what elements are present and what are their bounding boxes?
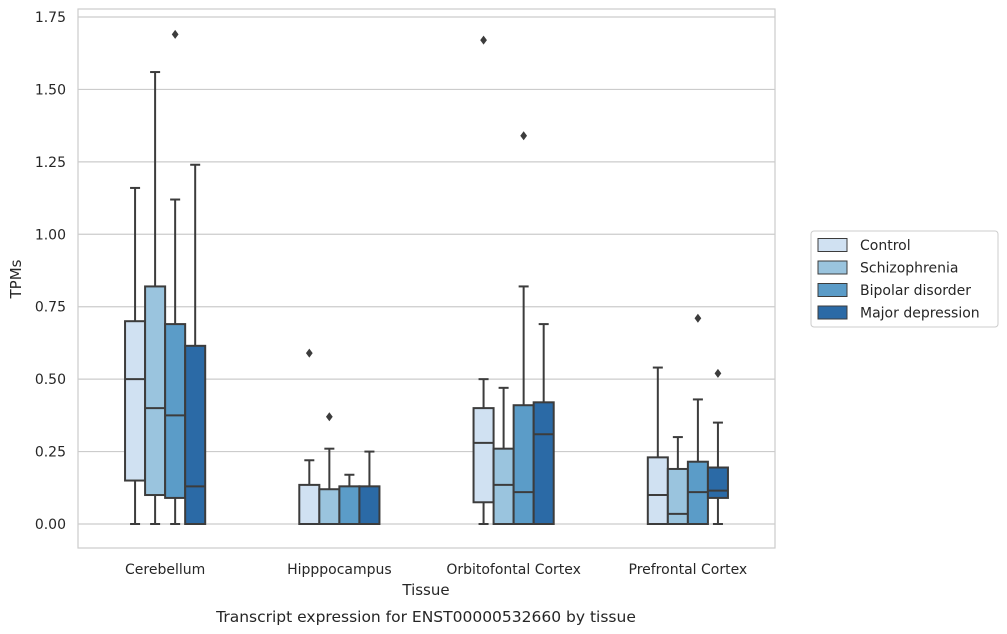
y-tick-label: 1.50: [35, 82, 66, 98]
outlier-point: [480, 35, 487, 45]
box-group: [124, 186, 147, 525]
box: [472, 407, 495, 504]
box: [124, 320, 147, 482]
legend-label: Bipolar disorder: [860, 283, 971, 299]
legend-label: Control: [860, 238, 911, 254]
box-group: [686, 313, 709, 525]
y-tick-label: 1.00: [35, 227, 66, 243]
y-tick-labels: 0.00 0.25 0.50 0.75 1.00 1.25 1.50 1.75: [35, 10, 66, 533]
chart-caption: Transcript expression for ENST0000053266…: [215, 608, 636, 626]
legend-items: Control Schizophrenia Bipolar disorder Majo…: [817, 238, 980, 322]
box: [338, 485, 361, 525]
box-group: [144, 71, 167, 525]
x-tick-label: Cerebellum: [125, 562, 205, 578]
y-tick-label: 0.75: [35, 300, 66, 316]
box-group: [338, 473, 361, 525]
outlier-point: [714, 368, 722, 378]
box-group: [298, 348, 321, 526]
outlier-point: [520, 131, 528, 141]
box-group: [532, 323, 555, 526]
outlier-point: [694, 313, 702, 323]
box: [492, 447, 515, 525]
boxes: [124, 29, 729, 526]
box-group: [164, 29, 187, 525]
legend-swatch: [817, 283, 848, 297]
outlier-point: [305, 348, 313, 358]
legend-label: Schizophrenia: [860, 261, 958, 277]
legend: Control Schizophrenia Bipolar disorder Majo…: [810, 230, 999, 328]
x-axis-title: Tissue: [401, 581, 449, 599]
box: [666, 467, 689, 525]
y-tick-label: 0.00: [35, 517, 66, 533]
y-tick-label: 1.75: [35, 10, 66, 26]
y-tick-label: 1.25: [35, 155, 66, 171]
y-axis-title: TPMs: [7, 259, 25, 299]
box: [532, 401, 555, 526]
y-tick-label: 0.25: [35, 445, 66, 461]
y-tick-label: 0.50: [35, 372, 66, 388]
outlier-point: [171, 29, 179, 39]
x-tick-label: Prefrontal Cortex: [629, 562, 748, 578]
x-tick-label: Orbitofontal Cortex: [446, 562, 581, 578]
box: [164, 323, 187, 499]
box: [298, 483, 321, 526]
legend-swatch: [817, 238, 848, 252]
box: [706, 466, 729, 499]
legend-swatch: [817, 305, 848, 320]
x-tick-labels: Cerebellum Hipppocampus Orbitofontal Corte…: [125, 562, 747, 578]
box: [318, 488, 341, 525]
box: [144, 285, 167, 497]
box: [184, 344, 207, 525]
legend-label: Major depression: [860, 306, 980, 322]
box: [358, 485, 381, 525]
legend-swatch: [817, 260, 848, 275]
box-group: [318, 412, 341, 525]
legend-frame: [810, 230, 999, 328]
outlier-point: [325, 412, 333, 422]
box-group: [706, 368, 729, 525]
box: [646, 456, 669, 526]
box: [512, 404, 535, 525]
box-group: [184, 163, 207, 525]
box-group: [646, 366, 669, 526]
box-group: [492, 386, 515, 525]
box-group: [472, 35, 495, 525]
box-group: [358, 450, 381, 525]
x-tick-label: Hipppocampus: [287, 562, 392, 578]
